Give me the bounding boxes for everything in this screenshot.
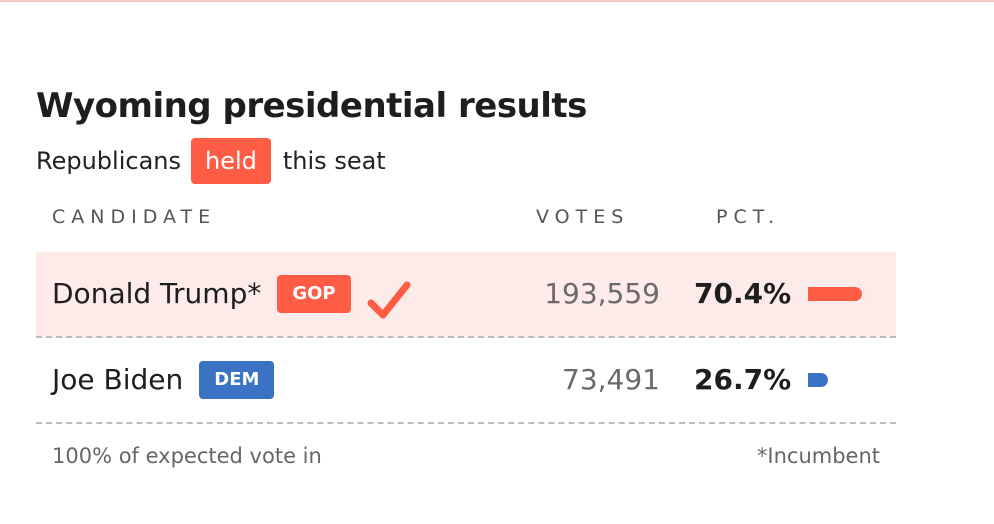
table-header: CANDIDATE VOTES PCT. xyxy=(36,184,896,252)
vote-share-bar-fill xyxy=(808,373,828,387)
candidate-name: Donald Trump* xyxy=(52,277,262,310)
vote-count: 193,559 xyxy=(544,277,660,310)
candidate-name: Joe Biden xyxy=(52,363,184,396)
vote-percent: 26.7% xyxy=(694,363,792,396)
vote-count: 73,491 xyxy=(562,363,660,396)
candidate-cell: Joe Biden DEM xyxy=(52,338,275,422)
results-widget: Wyoming presidential results Republicans… xyxy=(36,82,896,492)
held-badge: held xyxy=(191,138,271,184)
vote-share-bar xyxy=(808,373,884,387)
vote-share-bar-fill xyxy=(808,287,862,301)
column-header-votes: VOTES xyxy=(536,206,630,228)
candidate-cell: Donald Trump* GOP xyxy=(52,252,411,336)
table-footer: 100% of expected vote in *Incumbent xyxy=(36,424,896,492)
reporting-status: 100% of expected vote in xyxy=(52,444,322,468)
seat-status-party: Republicans xyxy=(36,147,181,175)
column-header-candidate: CANDIDATE xyxy=(52,206,217,228)
party-badge-gop: GOP xyxy=(277,275,351,313)
table-row-trump: Donald Trump* GOP 193,559 70.4% xyxy=(36,252,896,338)
vote-percent: 70.4% xyxy=(694,277,792,310)
table-row-biden: Joe Biden DEM 73,491 26.7% xyxy=(36,338,896,424)
top-divider xyxy=(0,0,994,2)
seat-status: Republicans held this seat xyxy=(36,138,896,184)
seat-status-suffix: this seat xyxy=(282,147,386,175)
vote-share-bar xyxy=(808,287,884,301)
column-header-pct: PCT. xyxy=(716,206,781,228)
checkmark-icon xyxy=(367,272,411,319)
incumbent-note: *Incumbent xyxy=(756,444,880,468)
page-title: Wyoming presidential results xyxy=(36,86,587,126)
party-badge-dem: DEM xyxy=(199,361,275,399)
